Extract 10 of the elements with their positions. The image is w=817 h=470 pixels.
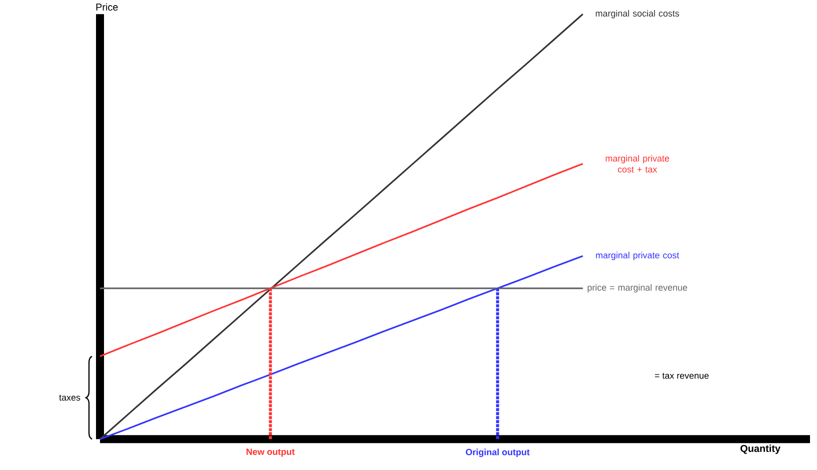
- y-axis-title: Price: [96, 3, 118, 11]
- text: marginal private cost + tax: [606, 154, 670, 172]
- series-label: price = marginal revenue: [588, 284, 688, 292]
- series-label: marginal private cost: [596, 252, 680, 260]
- text: taxes: [59, 394, 80, 401]
- x-axis-title: Quantity: [740, 444, 780, 454]
- annotation: New output: [246, 448, 295, 457]
- series-label: marginal social costs: [596, 10, 680, 18]
- annotation: Original output: [466, 448, 530, 457]
- annotation: = tax revenue: [654, 372, 709, 379]
